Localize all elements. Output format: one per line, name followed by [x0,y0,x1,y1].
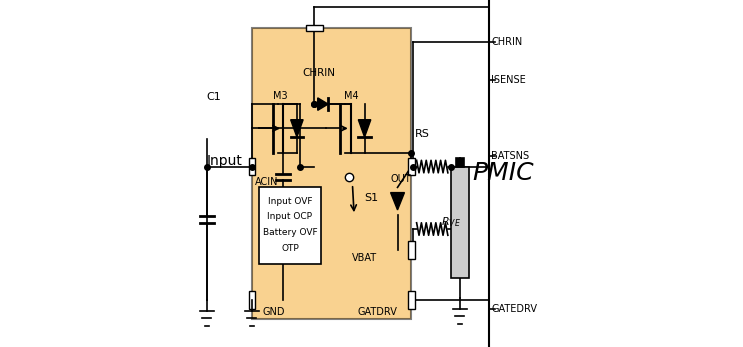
Text: Input: Input [207,154,242,168]
Polygon shape [358,120,371,137]
Text: Input OVF: Input OVF [267,197,312,206]
Text: CHRIN: CHRIN [302,68,335,78]
Text: ACIN: ACIN [256,177,279,187]
Text: RS: RS [415,129,429,139]
Text: M4: M4 [344,91,358,101]
Text: BATSNS: BATSNS [491,151,529,161]
Bar [455,158,464,167]
Text: GATEDRV: GATEDRV [491,304,537,314]
Text: CHRIN: CHRIN [491,37,522,46]
Text: OUT: OUT [391,174,412,184]
Polygon shape [391,193,404,210]
Bar [249,291,255,309]
Text: OTP: OTP [281,244,299,253]
Text: M3: M3 [273,91,288,101]
Text: Battery OVF: Battery OVF [262,228,317,237]
Text: ISENSE: ISENSE [491,75,526,85]
Text: PMIC: PMIC [473,161,534,186]
Bar [409,241,415,259]
Bar [305,25,323,31]
Bar [409,158,415,175]
Polygon shape [318,98,328,110]
Bar [249,158,255,175]
Text: $R_{VE}$: $R_{VE}$ [441,215,461,229]
Text: GND: GND [262,307,285,317]
Text: Input OCP: Input OCP [267,212,313,221]
Bar [252,28,412,319]
Bar [451,167,469,278]
Bar [259,187,321,264]
Text: GATDRV: GATDRV [357,307,398,317]
Polygon shape [291,120,303,137]
Text: C1: C1 [207,92,221,102]
Bar [409,291,415,309]
Text: S1: S1 [365,193,379,203]
Text: VBAT: VBAT [352,253,377,263]
